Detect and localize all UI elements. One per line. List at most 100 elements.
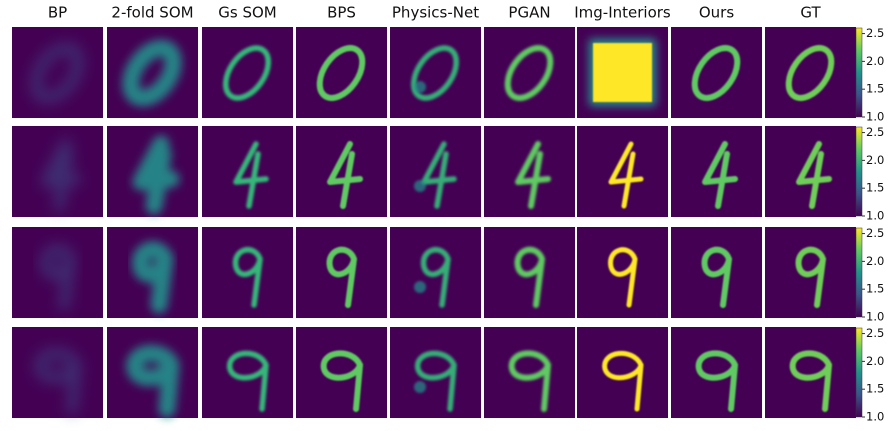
image-tile — [577, 27, 668, 118]
image-tile — [671, 327, 762, 418]
image-tile — [296, 27, 387, 118]
colorbar — [855, 327, 863, 418]
image-tile — [484, 227, 575, 318]
colorbar-tick-label: 1.5 — [866, 82, 884, 96]
tile-background — [577, 327, 668, 418]
digit-stroke — [515, 141, 551, 209]
colorbar-tick-label: 2.0 — [866, 254, 884, 268]
digit-stroke — [30, 42, 84, 104]
colorbar-tick-label: 2.0 — [866, 54, 884, 68]
tile-background — [484, 27, 575, 118]
digit-stroke — [34, 347, 82, 415]
image-tile — [107, 126, 198, 217]
digit-stroke — [132, 135, 180, 215]
tile-background — [671, 27, 762, 118]
image-tile — [296, 227, 387, 318]
column-header: 2-fold SOM — [111, 4, 193, 22]
digit-stroke — [316, 45, 366, 101]
colorbar-tick-label: 1.0 — [866, 310, 884, 324]
digit-stroke — [691, 45, 741, 101]
image-tile — [202, 126, 293, 217]
digit-stroke — [702, 141, 738, 209]
image-tile — [765, 27, 856, 118]
image-tile — [107, 227, 198, 318]
digit-stroke — [126, 344, 180, 418]
image-tile — [484, 27, 575, 118]
colorbar-tick-label: 2.5 — [866, 226, 884, 240]
image-tile — [765, 126, 856, 217]
colorbar-tick-label: 1.5 — [866, 382, 884, 396]
image-tile — [484, 126, 575, 217]
digit-stroke — [602, 350, 644, 412]
tile-background — [390, 327, 481, 418]
image-tile — [671, 27, 762, 118]
tile-background — [12, 27, 103, 118]
digit-stroke — [222, 45, 272, 101]
image-tile — [296, 327, 387, 418]
image-tile — [12, 27, 103, 118]
digit-stroke — [508, 350, 551, 412]
tile-background — [765, 27, 856, 118]
image-tile — [390, 27, 481, 118]
colorbar-tick-label: 2.0 — [866, 354, 884, 368]
digit-stroke — [420, 247, 451, 308]
colorbar-tick-label: 1.0 — [866, 410, 884, 424]
image-tile — [12, 126, 103, 217]
image-tile — [296, 126, 387, 217]
image-tile — [577, 126, 668, 217]
digit-stroke — [320, 350, 363, 412]
tile-background — [202, 27, 293, 118]
artifact — [414, 81, 426, 93]
digit-stroke — [232, 247, 263, 308]
image-tile — [765, 327, 856, 418]
image-tile — [202, 27, 293, 118]
digit-stroke — [608, 141, 644, 209]
digit-stroke — [796, 141, 832, 209]
image-tile — [107, 327, 198, 418]
artifact — [414, 281, 426, 293]
column-header: Img-Interiors — [574, 4, 671, 22]
colorbar-tick-label: 2.5 — [866, 326, 884, 340]
image-tile — [484, 327, 575, 418]
colorbar — [855, 126, 863, 217]
colorbar — [855, 227, 863, 318]
column-header: BPS — [327, 4, 356, 22]
colorbar — [855, 27, 863, 118]
column-header: Gs SOM — [218, 4, 276, 22]
digit-stroke — [40, 244, 76, 311]
image-tile — [765, 227, 856, 318]
tile-background — [296, 27, 387, 118]
colorbar-tick-label: 1.5 — [866, 282, 884, 296]
tile-background — [484, 327, 575, 418]
digit-stroke — [122, 39, 182, 107]
image-tile — [12, 327, 103, 418]
digit-stroke — [233, 141, 269, 209]
tile-background — [296, 327, 387, 418]
digit-stroke — [785, 45, 835, 101]
digit-stroke — [504, 45, 554, 101]
image-tile — [12, 227, 103, 318]
digit-stroke — [695, 350, 738, 412]
digit-stroke — [132, 241, 174, 314]
image-tile — [577, 327, 668, 418]
digit-stroke — [40, 138, 82, 212]
colorbar-tick-label: 2.5 — [866, 26, 884, 40]
tile-background — [390, 27, 481, 118]
digit-stroke — [789, 350, 832, 412]
tile-background — [202, 327, 293, 418]
image-tile — [390, 227, 481, 318]
image-tile — [390, 327, 481, 418]
digit-stroke — [608, 247, 638, 308]
digit-stroke — [326, 246, 357, 308]
digit-stroke — [795, 246, 826, 308]
colorbar-tick-label: 2.5 — [866, 125, 884, 139]
image-tile — [577, 227, 668, 318]
image-tile — [671, 126, 762, 217]
column-header: Ours — [699, 4, 734, 22]
digit-stroke — [701, 246, 732, 308]
image-tile — [390, 126, 481, 217]
colorbar-tick-label: 1.0 — [866, 110, 884, 124]
column-header: GT — [800, 4, 821, 22]
artifact — [414, 381, 426, 393]
